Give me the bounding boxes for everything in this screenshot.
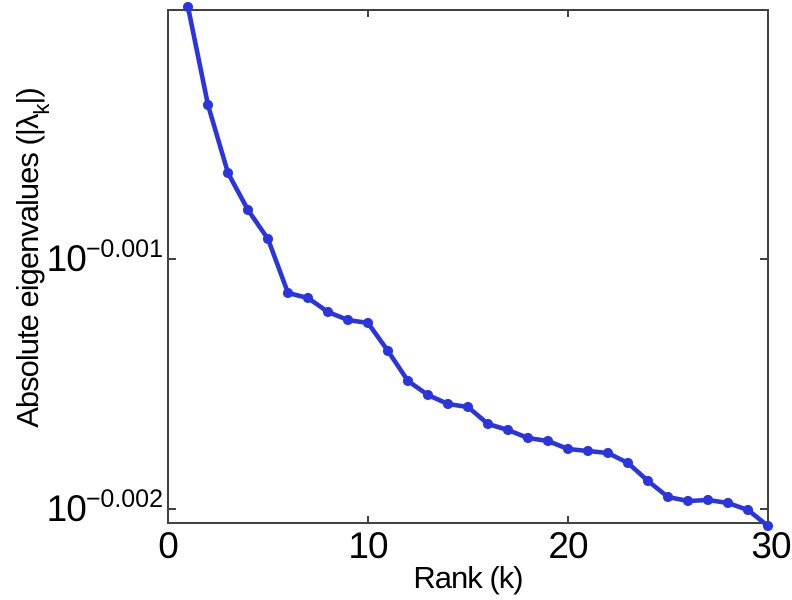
x-tick-label-30: 30	[751, 525, 791, 566]
data-point	[542, 435, 554, 447]
data-point	[582, 445, 594, 457]
data-point	[382, 345, 394, 357]
data-point	[522, 432, 534, 444]
data-point	[242, 204, 254, 216]
data-point	[642, 475, 654, 487]
data-point	[682, 495, 694, 507]
data-line	[185, 4, 771, 529]
x-tick-label-10: 10	[348, 525, 388, 566]
y-axis-label: Absolute eigenvalues (|λk|)	[10, 0, 55, 518]
y-axis-label-text: Absolute eigenvalues (|λ	[10, 114, 45, 428]
y-tick-label-2: 10−0.002	[0, 485, 163, 532]
data-point	[742, 504, 754, 516]
data-point	[342, 314, 354, 326]
data-point	[662, 491, 674, 503]
data-point	[262, 233, 274, 245]
data-point	[362, 317, 374, 329]
data-point	[722, 497, 734, 509]
data-point	[462, 401, 474, 413]
data-point	[322, 306, 334, 318]
y-axis-label-suffix: |)	[10, 88, 45, 105]
x-tick-label-20: 20	[548, 525, 588, 566]
y-tick-exponent: −0.002	[85, 485, 163, 513]
data-point	[502, 424, 514, 436]
data-point	[182, 1, 194, 13]
y-tick-exponent: −0.001	[85, 235, 163, 263]
data-point	[602, 447, 614, 459]
data-point	[442, 398, 454, 410]
y-tick-base: 10	[46, 238, 87, 279]
axes-box	[167, 9, 769, 524]
data-point	[282, 287, 294, 299]
y-tick-base: 10	[46, 488, 87, 529]
y-axis-label-subscript: k	[29, 104, 55, 115]
data-point	[402, 375, 414, 387]
data-point	[702, 494, 714, 506]
data-series	[182, 1, 774, 532]
axis-ticks	[167, 10, 769, 523]
data-point	[422, 389, 434, 401]
data-point	[202, 99, 214, 111]
x-axis-label: Rank (k)	[413, 560, 523, 595]
data-point	[302, 292, 314, 304]
data-point	[482, 418, 494, 430]
data-point	[622, 457, 634, 469]
data-point	[562, 443, 574, 455]
x-tick-label-0: 0	[158, 525, 179, 566]
y-tick-label-1: 10−0.001	[0, 235, 163, 282]
data-point	[222, 167, 234, 179]
data-point	[762, 520, 774, 532]
